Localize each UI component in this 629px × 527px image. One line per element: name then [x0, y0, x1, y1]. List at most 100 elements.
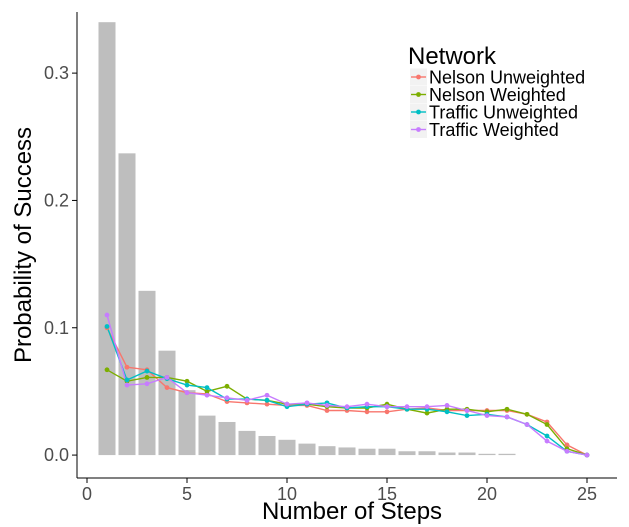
- point-nelson-unweighted-12: [324, 408, 330, 413]
- bar-step-18: [438, 452, 456, 456]
- point-traffic-unweighted-18: [444, 409, 450, 415]
- point-nelson-weighted-6: [204, 389, 210, 394]
- point-nelson-weighted-1: [104, 367, 110, 373]
- legend-item-nelson-unweighted: Nelson Unweighted: [410, 68, 585, 88]
- legend-label: Nelson Weighted: [429, 85, 566, 105]
- point-traffic-unweighted-23: [544, 433, 550, 439]
- point-traffic-weighted-13: [344, 404, 350, 410]
- point-nelson-unweighted-4: [164, 385, 170, 391]
- x-tick-label: 25: [577, 484, 597, 504]
- point-nelson-unweighted-2: [124, 364, 130, 370]
- bar-step-21: [498, 453, 516, 456]
- y-tick-label: 0.3: [44, 63, 69, 83]
- bar-step-12: [318, 446, 336, 456]
- y-axis-title: Probability of Success: [10, 127, 37, 363]
- point-nelson-weighted-7: [224, 383, 230, 389]
- bar-step-14: [358, 448, 376, 456]
- point-traffic-weighted-19: [464, 408, 470, 413]
- point-traffic-weighted-5: [184, 390, 190, 396]
- point-traffic-weighted-18: [444, 403, 450, 408]
- bar-step-16: [398, 451, 416, 456]
- legend-label: Traffic Weighted: [429, 120, 559, 140]
- point-traffic-weighted-16: [404, 404, 410, 410]
- point-nelson-weighted-17: [424, 410, 430, 416]
- point-traffic-weighted-1: [104, 312, 110, 318]
- point-traffic-weighted-9: [264, 392, 270, 398]
- point-nelson-weighted-22: [524, 411, 530, 417]
- legend-item-traffic-weighted: Traffic Weighted: [410, 120, 559, 140]
- point-nelson-weighted-23: [544, 422, 550, 427]
- point-traffic-weighted-10: [284, 401, 290, 407]
- point-traffic-unweighted-1: [104, 324, 110, 329]
- point-traffic-weighted-23: [544, 438, 550, 444]
- bar-step-19: [458, 452, 476, 456]
- point-traffic-weighted-8: [244, 397, 250, 403]
- legend-label: Traffic Unweighted: [429, 103, 578, 123]
- point-traffic-weighted-17: [424, 404, 430, 410]
- bar-step-20: [478, 453, 496, 456]
- bar-step-4: [158, 350, 176, 456]
- point-traffic-unweighted-2: [124, 377, 130, 383]
- point-traffic-weighted-11: [304, 400, 310, 406]
- bar-step-6: [198, 415, 216, 456]
- bar-step-8: [238, 430, 256, 456]
- point-traffic-weighted-7: [224, 395, 230, 401]
- x-tick-label: 5: [182, 484, 192, 504]
- axes-layer: [76, 12, 617, 479]
- bar-step-5: [178, 390, 196, 456]
- legend-key-point: [416, 92, 421, 97]
- points-layer: [104, 312, 590, 458]
- bar-step-7: [218, 421, 236, 456]
- bar-step-17: [418, 451, 436, 456]
- legend-key-point: [416, 74, 421, 80]
- bar-step-1: [98, 22, 116, 456]
- point-traffic-weighted-4: [164, 375, 170, 380]
- point-traffic-weighted-15: [384, 404, 390, 410]
- legend-key-point: [416, 109, 421, 115]
- point-traffic-weighted-22: [524, 422, 530, 427]
- point-traffic-weighted-2: [124, 382, 130, 388]
- point-nelson-unweighted-24: [564, 442, 570, 448]
- bar-step-15: [378, 448, 396, 456]
- bar-step-11: [298, 443, 316, 456]
- point-traffic-weighted-24: [564, 448, 570, 454]
- x-tick-label: 20: [477, 484, 497, 504]
- bar-step-10: [278, 439, 296, 456]
- x-axis-title: Number of Steps: [262, 498, 442, 525]
- point-traffic-unweighted-9: [264, 397, 270, 403]
- point-traffic-unweighted-6: [204, 385, 210, 391]
- point-traffic-unweighted-3: [144, 368, 150, 374]
- legend-key-point: [416, 127, 421, 132]
- point-traffic-weighted-20: [484, 413, 490, 419]
- point-nelson-weighted-21: [504, 406, 510, 412]
- legend-item-nelson-weighted: Nelson Weighted: [410, 85, 566, 105]
- point-traffic-weighted-25: [584, 452, 590, 458]
- legend-label: Nelson Unweighted: [429, 68, 585, 88]
- point-traffic-weighted-12: [324, 403, 330, 408]
- point-nelson-weighted-3: [144, 375, 150, 380]
- point-traffic-weighted-3: [144, 381, 150, 387]
- point-traffic-weighted-14: [364, 401, 370, 407]
- legend-item-traffic-unweighted: Traffic Unweighted: [410, 103, 578, 123]
- point-nelson-unweighted-14: [364, 409, 370, 415]
- point-traffic-weighted-21: [504, 414, 510, 420]
- point-traffic-unweighted-5: [184, 382, 190, 388]
- point-nelson-unweighted-9: [264, 401, 270, 407]
- y-tick-label: 0.0: [44, 445, 69, 465]
- bar-step-9: [258, 435, 276, 456]
- bar-step-2: [118, 153, 136, 456]
- x-tick-label: 15: [377, 484, 397, 504]
- point-traffic-unweighted-19: [464, 413, 470, 419]
- legend-title: Network: [408, 43, 497, 70]
- ticks-layer: 0 5 10 15 20 25 0.0 0.1 0.2 0.3: [44, 63, 597, 504]
- x-tick-label: 0: [82, 484, 92, 504]
- y-tick-label: 0.1: [44, 318, 69, 338]
- point-nelson-weighted-5: [184, 378, 190, 384]
- y-tick-label: 0.2: [44, 190, 69, 210]
- point-traffic-weighted-6: [204, 392, 210, 398]
- x-tick-label: 10: [277, 484, 297, 504]
- bar-step-13: [338, 447, 356, 456]
